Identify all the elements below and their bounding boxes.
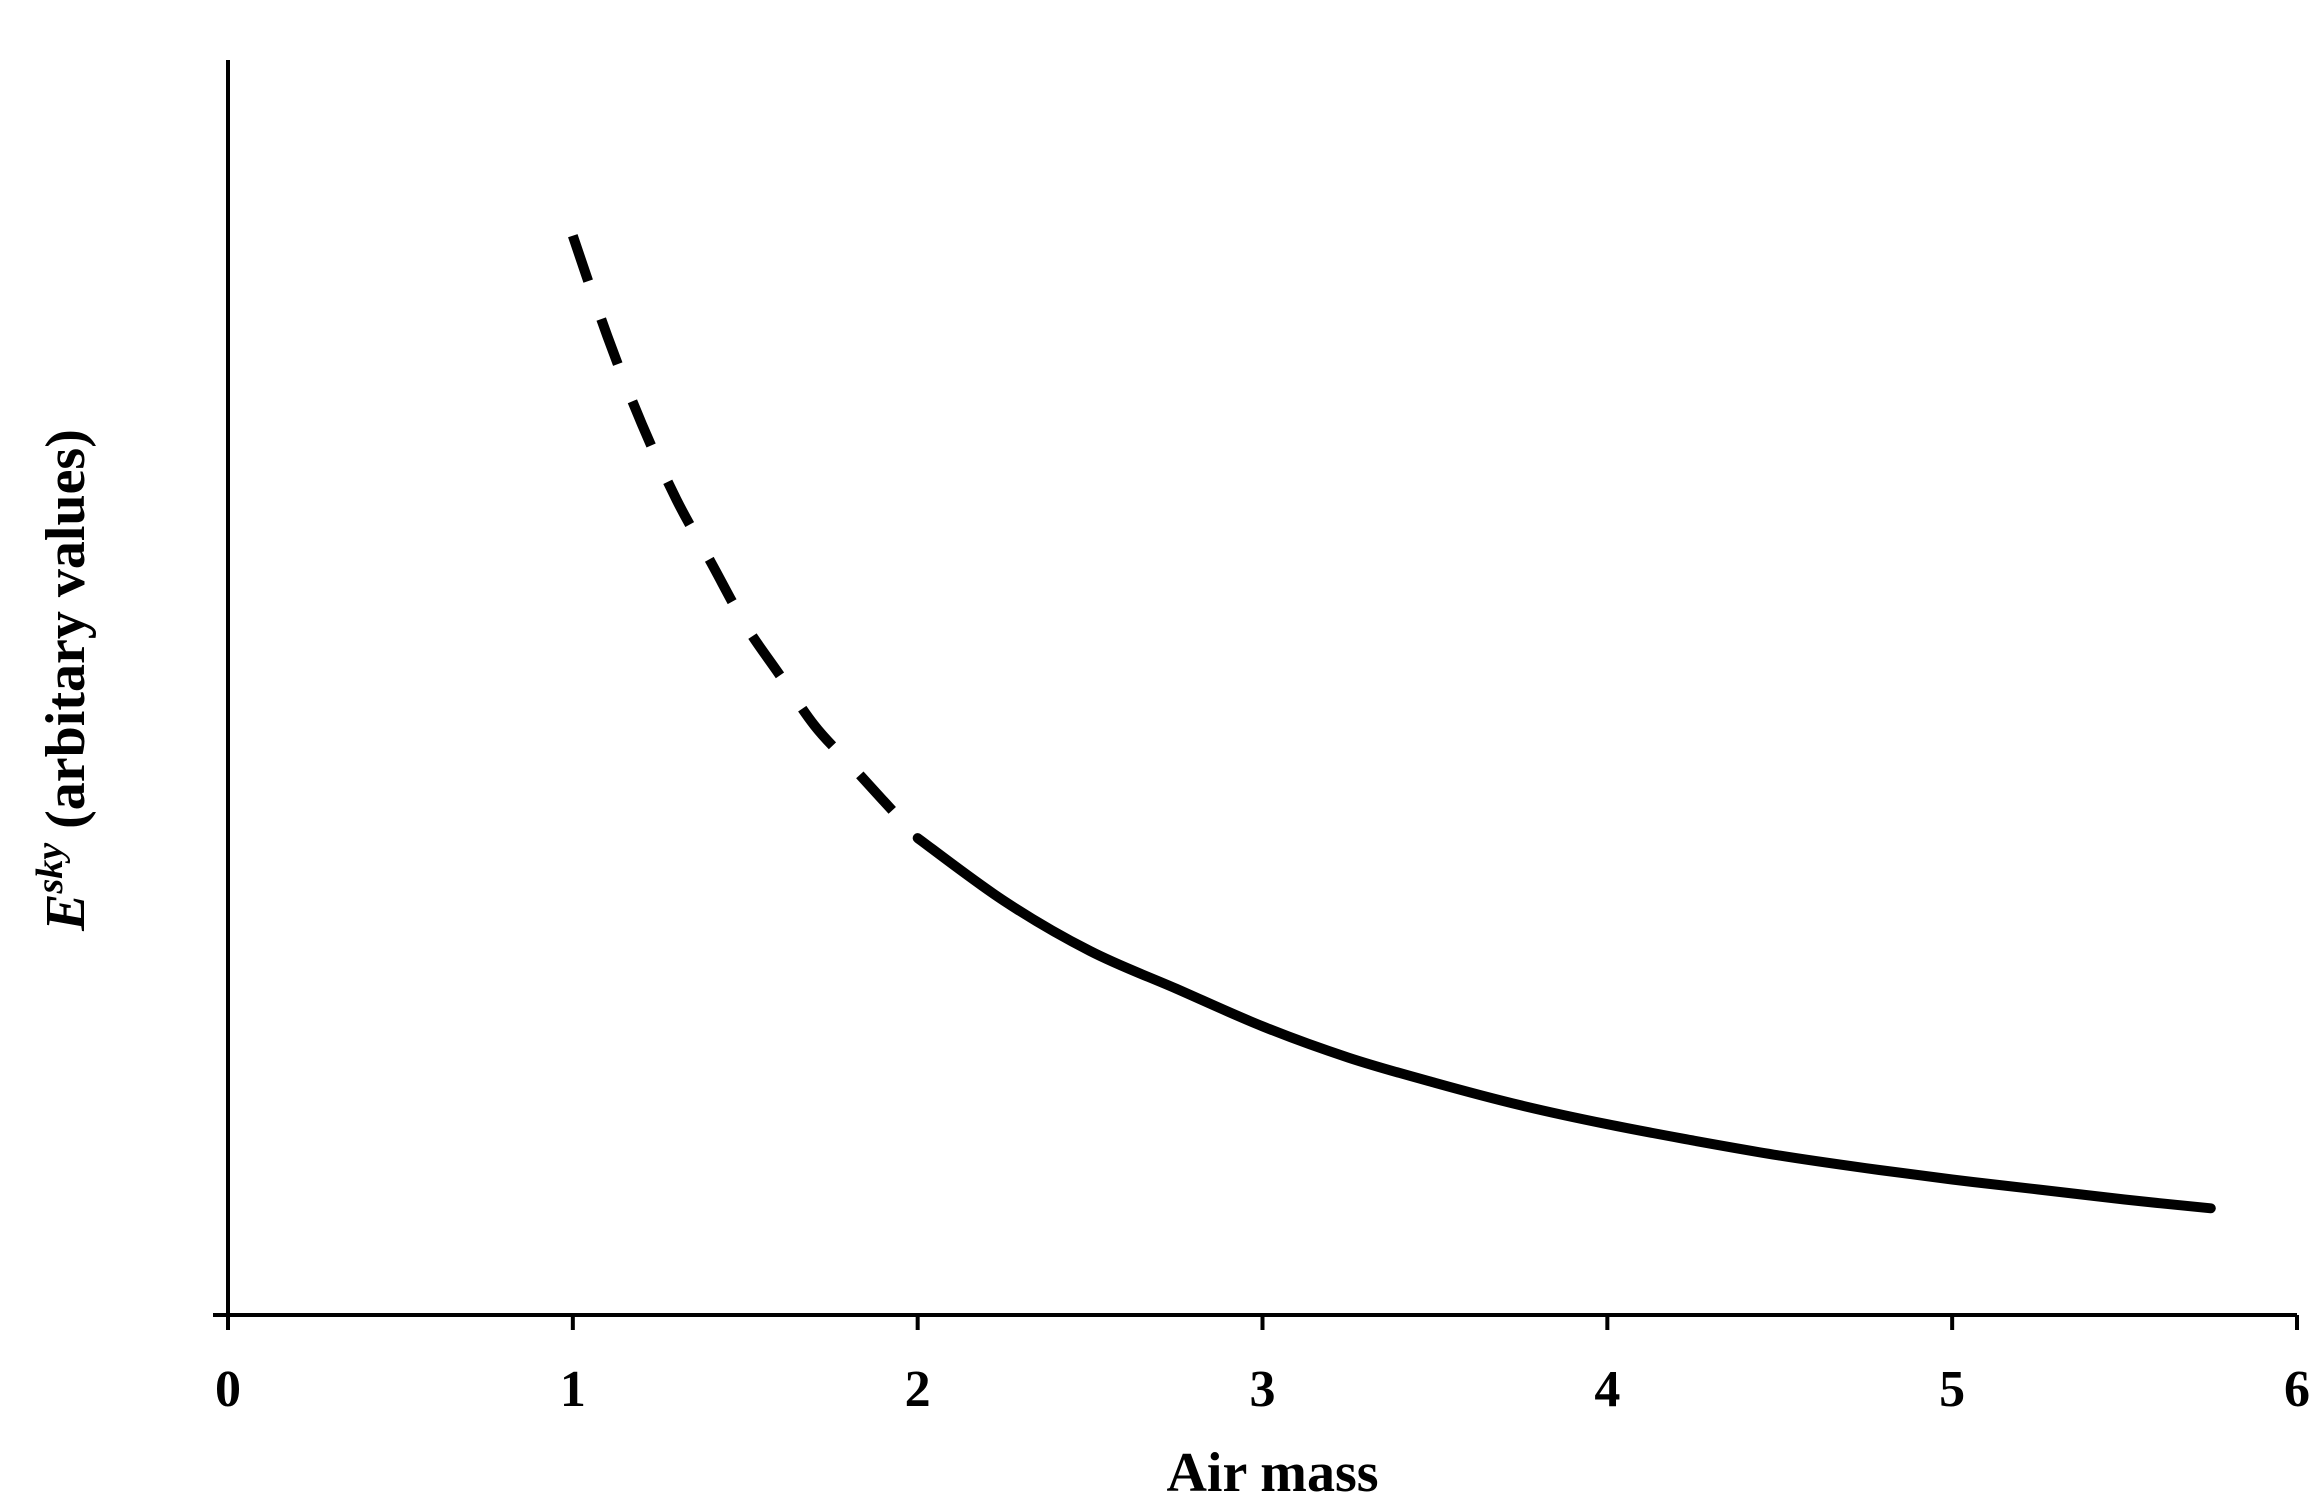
series-layer [568,234,2216,1214]
y-axis-title-rest: (arbitary values) [35,429,97,843]
x-tick-label: 4 [1594,1361,1620,1418]
x-tick-label: 3 [1250,1361,1276,1418]
x-tick-label: 1 [560,1361,586,1418]
y-axis-title: Esky (arbitary values) [29,429,97,932]
x-tick-label: 2 [905,1361,931,1418]
x-tick-label: 6 [2284,1361,2310,1418]
axes: 0 1 2 3 4 5 6 [213,60,2310,1418]
labels: Air mass Esky (arbitary values) [29,429,1379,1504]
solid-series-line [912,833,2216,1214]
x-tick-label: 5 [1939,1361,1965,1418]
x-tick-label: 0 [215,1361,241,1418]
dashed-series-line [568,234,922,842]
y-axis-title-superscript: sky [29,843,71,895]
x-axis-title: Air mass [1166,1442,1378,1504]
y-axis-title-symbol: E [35,894,97,932]
